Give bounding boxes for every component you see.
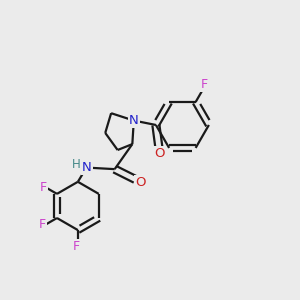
Text: N: N xyxy=(129,114,139,127)
Text: N: N xyxy=(82,161,92,174)
Text: O: O xyxy=(135,176,146,189)
Text: F: F xyxy=(40,181,47,194)
Text: F: F xyxy=(201,79,208,92)
Text: F: F xyxy=(39,218,46,231)
Text: O: O xyxy=(154,147,165,160)
Text: H: H xyxy=(72,158,81,171)
Text: F: F xyxy=(73,240,80,253)
